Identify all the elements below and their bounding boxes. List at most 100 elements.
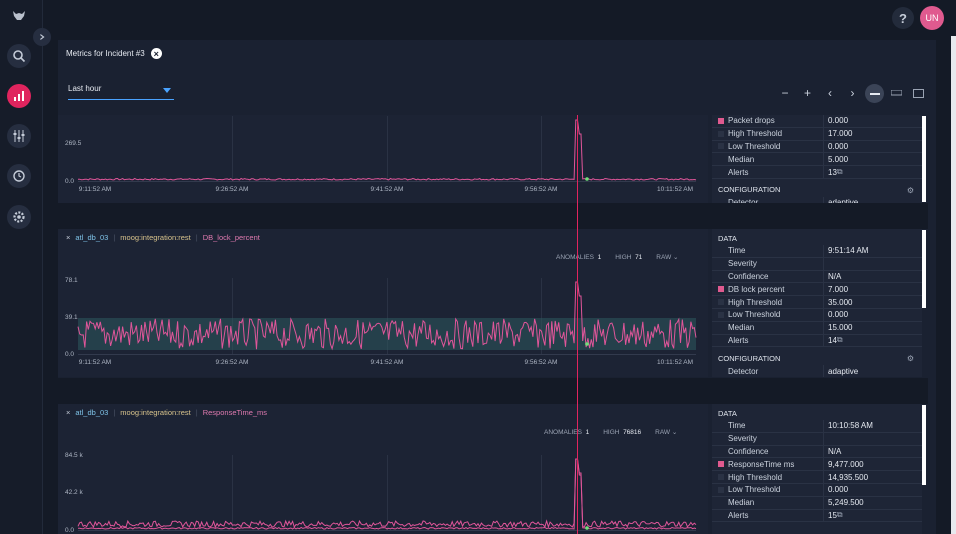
panel-1-scrollbar[interactable] bbox=[922, 116, 926, 202]
data-row-label: Alerts bbox=[728, 335, 749, 345]
panel-3-chart[interactable] bbox=[58, 404, 708, 534]
data-row: Low Threshold 0.000 bbox=[712, 483, 922, 497]
anomalies-label: ANOMALIES bbox=[556, 253, 594, 261]
pan-left-button[interactable]: ‹ bbox=[828, 86, 832, 100]
data-row-value: 0.000 bbox=[823, 483, 848, 496]
panel-2-scrollbar[interactable] bbox=[922, 230, 926, 308]
panel-3-data: DATA Time 10:10:58 AM Severity Confidence N/A… bbox=[712, 404, 922, 534]
view-line-icon[interactable] bbox=[865, 84, 884, 103]
data-row-label: Confidence bbox=[728, 271, 769, 281]
y-tick-label: 42.2 k bbox=[65, 489, 83, 496]
data-row-label: High Threshold bbox=[728, 129, 783, 139]
config-gear-icon[interactable]: ⚙ bbox=[906, 354, 914, 364]
external-link-icon[interactable]: ⧉ bbox=[836, 510, 843, 520]
high-value: 71 bbox=[635, 253, 643, 261]
data-row-value: 0.000 bbox=[823, 115, 848, 127]
panel-1-data: Packet drops 0.000 High Threshold 17.000 Low… bbox=[712, 115, 922, 203]
anomalies-count: 1 bbox=[585, 428, 590, 436]
metric-source[interactable]: moog:integration:rest bbox=[120, 408, 191, 417]
remove-metric-icon[interactable]: × bbox=[66, 233, 71, 242]
help-button[interactable]: ? bbox=[892, 7, 914, 29]
anomaly-marker bbox=[585, 342, 589, 346]
data-row-value[interactable]: 13 ⧉ bbox=[823, 166, 843, 178]
page-scrollbar[interactable] bbox=[951, 36, 956, 534]
y-tick-label: 78.1 bbox=[65, 277, 78, 284]
chart-toolbar: − + ‹ › bbox=[774, 84, 930, 103]
data-row-value[interactable]: 14 ⧉ bbox=[823, 334, 843, 347]
pan-right-button[interactable]: › bbox=[850, 86, 855, 100]
x-tick-label: 9:11:52 AM bbox=[79, 186, 111, 193]
data-row-value: N/A bbox=[823, 445, 841, 458]
user-avatar[interactable]: UN bbox=[920, 6, 944, 30]
sidebar bbox=[0, 0, 43, 534]
data-row-label: Confidence bbox=[728, 446, 769, 456]
x-tick-label: 9:41:52 AM bbox=[371, 186, 404, 193]
metric-name[interactable]: ResponseTime_ms bbox=[202, 408, 268, 417]
data-row-label: Median bbox=[728, 154, 755, 164]
series-line bbox=[77, 458, 697, 529]
data-row: Confidence N/A bbox=[712, 270, 922, 284]
data-row: Median 5.000 bbox=[712, 153, 922, 167]
data-row-value: 5,249.500 bbox=[823, 496, 864, 509]
data-row-label: Detector bbox=[728, 198, 759, 203]
view-bar-icon[interactable] bbox=[885, 84, 907, 102]
metrics-icon[interactable] bbox=[7, 84, 31, 108]
remove-metric-icon[interactable]: × bbox=[66, 408, 71, 417]
data-row: Time 9:51:14 AM bbox=[712, 245, 922, 258]
panel-gap bbox=[58, 378, 928, 404]
data-row-label: Severity bbox=[728, 259, 757, 269]
series-line bbox=[77, 458, 697, 530]
raw-mode-select[interactable]: RAW ⌄ bbox=[655, 429, 678, 436]
expand-sidebar-button[interactable] bbox=[33, 28, 51, 46]
data-row-value: 0.000 bbox=[823, 140, 848, 153]
high-label: HIGH bbox=[615, 253, 632, 261]
metric-host[interactable]: atl_db_03 bbox=[75, 233, 109, 242]
data-row: Alerts 14 ⧉ bbox=[712, 334, 922, 348]
view-panel-icon[interactable] bbox=[908, 84, 930, 102]
data-row-label: Median bbox=[728, 498, 755, 508]
data-row-value: N/A bbox=[823, 270, 841, 283]
metric-source[interactable]: moog:integration:rest bbox=[120, 233, 191, 242]
data-row-value: 9:51:14 AM bbox=[823, 245, 868, 257]
mode-label: RAW bbox=[656, 254, 672, 261]
metric-name[interactable]: DB_lock_percent bbox=[202, 233, 260, 242]
panel-3-scrollbar[interactable] bbox=[922, 405, 926, 485]
data-row-label: ResponseTime ms bbox=[728, 459, 795, 469]
configuration-section-title: CONFIGURATION ⚙ bbox=[718, 185, 914, 195]
panel-1-chart[interactable] bbox=[58, 115, 708, 203]
high-label: HIGH bbox=[603, 428, 620, 436]
x-tick-label: 9:56:52 AM bbox=[525, 359, 558, 366]
data-row-label: Low Threshold bbox=[728, 310, 781, 320]
close-icon[interactable]: × bbox=[150, 48, 162, 59]
configuration-section-title: CONFIGURATION ⚙ bbox=[718, 353, 914, 364]
logo-icon[interactable] bbox=[7, 4, 31, 28]
data-row-label: Low Threshold bbox=[728, 141, 781, 151]
raw-mode-select[interactable]: RAW ⌄ bbox=[656, 254, 679, 261]
data-row: Low Threshold 0.000 bbox=[712, 308, 922, 322]
data-row: Alerts 15 ⧉ bbox=[712, 509, 922, 523]
data-row-value[interactable]: 15 ⧉ bbox=[823, 509, 843, 522]
data-row-value bbox=[823, 257, 828, 270]
zoom-out-button[interactable]: − bbox=[781, 86, 789, 100]
time-range-select[interactable]: Last hour bbox=[68, 84, 174, 100]
data-row-label: Time bbox=[728, 421, 746, 431]
data-row: High Threshold 14,935.500 bbox=[712, 471, 922, 484]
panel-2-chart[interactable] bbox=[58, 229, 708, 377]
settings-gear-icon[interactable] bbox=[7, 205, 31, 229]
metric-host[interactable]: atl_db_03 bbox=[75, 408, 109, 417]
data-row: Detector adaptive bbox=[712, 196, 922, 203]
x-tick-label: 9:26:52 AM bbox=[216, 186, 249, 193]
data-row: ResponseTime ms 9,477.000 bbox=[712, 458, 922, 472]
data-row: Severity bbox=[712, 432, 922, 446]
config-gear-icon[interactable]: ⚙ bbox=[906, 185, 914, 195]
equalizer-icon[interactable] bbox=[7, 124, 31, 148]
data-row-value: 15.000 bbox=[823, 321, 852, 334]
external-link-icon[interactable]: ⧉ bbox=[836, 335, 843, 345]
zoom-in-button[interactable]: + bbox=[803, 86, 811, 100]
search-icon[interactable] bbox=[7, 44, 31, 68]
panel-2-header: × atl_db_03 | moog:integration:rest | DB… bbox=[66, 233, 260, 242]
series-line bbox=[77, 281, 697, 351]
external-link-icon[interactable]: ⧉ bbox=[836, 167, 843, 177]
sync-icon[interactable] bbox=[7, 164, 31, 188]
